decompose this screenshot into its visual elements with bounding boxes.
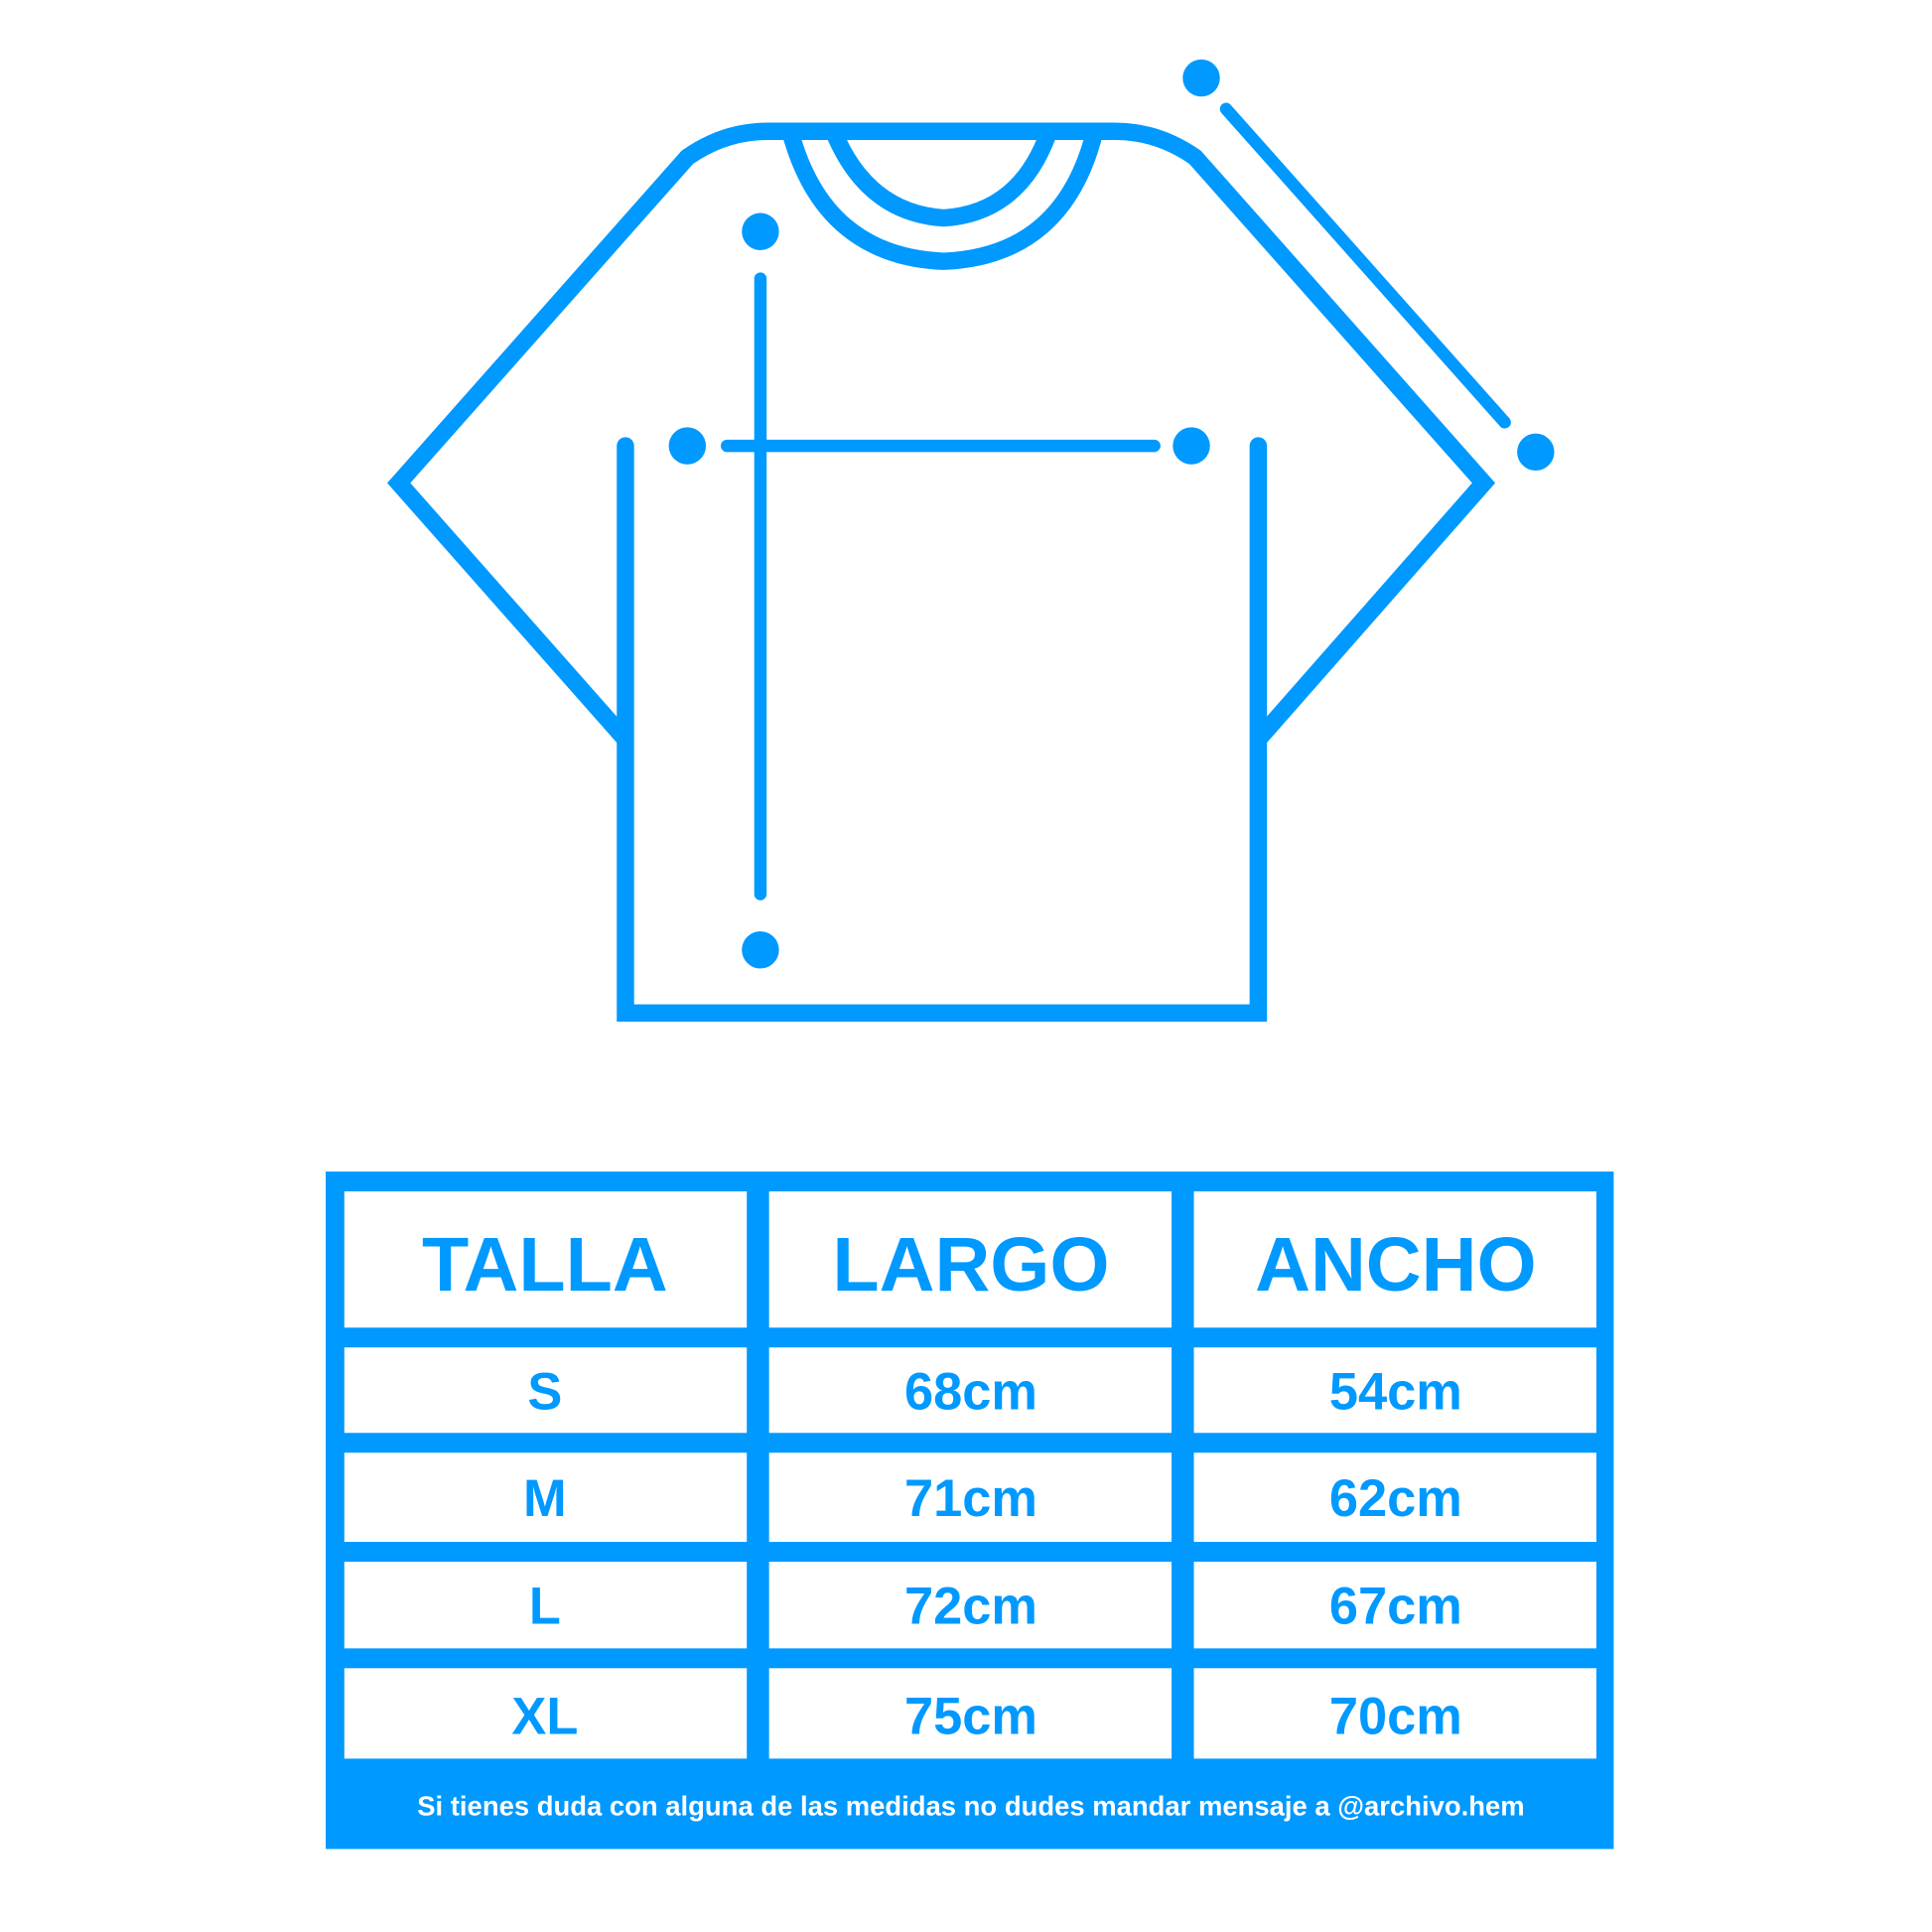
header-largo: LARGO [832, 1222, 1109, 1308]
row-s-ancho: 54cm [1329, 1364, 1462, 1422]
size-table: TALLA LARGO ANCHO S 68cm 54cm M 71cm 62c… [326, 1172, 1614, 1850]
row-m-ancho: 62cm [1329, 1470, 1462, 1528]
row-xl-ancho: 70cm [1329, 1688, 1462, 1745]
row-l-size: L [529, 1578, 561, 1635]
width-dot-right [1173, 427, 1210, 465]
row-s-largo: 68cm [904, 1364, 1037, 1422]
length-dot-top [742, 212, 779, 250]
header-ancho: ANCHO [1255, 1222, 1537, 1308]
sleeve-dot-top [1182, 59, 1220, 97]
length-dot-bottom [742, 931, 779, 969]
row-s-size: S [527, 1364, 562, 1422]
t-shirt-icon [387, 122, 1496, 1023]
row-l-ancho: 67cm [1329, 1578, 1462, 1635]
measurement-lines [668, 59, 1555, 969]
width-dot-left [668, 427, 707, 465]
row-m-size: M [523, 1470, 567, 1528]
row-l-largo: 72cm [904, 1578, 1037, 1635]
footer-note: Si tienes duda con alguna de las medidas… [417, 1791, 1524, 1822]
row-xl-largo: 75cm [904, 1688, 1037, 1745]
row-m-largo: 71cm [904, 1470, 1037, 1528]
row-xl-size: XL [511, 1688, 578, 1745]
header-talla: TALLA [422, 1222, 668, 1308]
sleeve-line [1219, 102, 1511, 429]
sleeve-dot-bottom [1517, 433, 1555, 472]
